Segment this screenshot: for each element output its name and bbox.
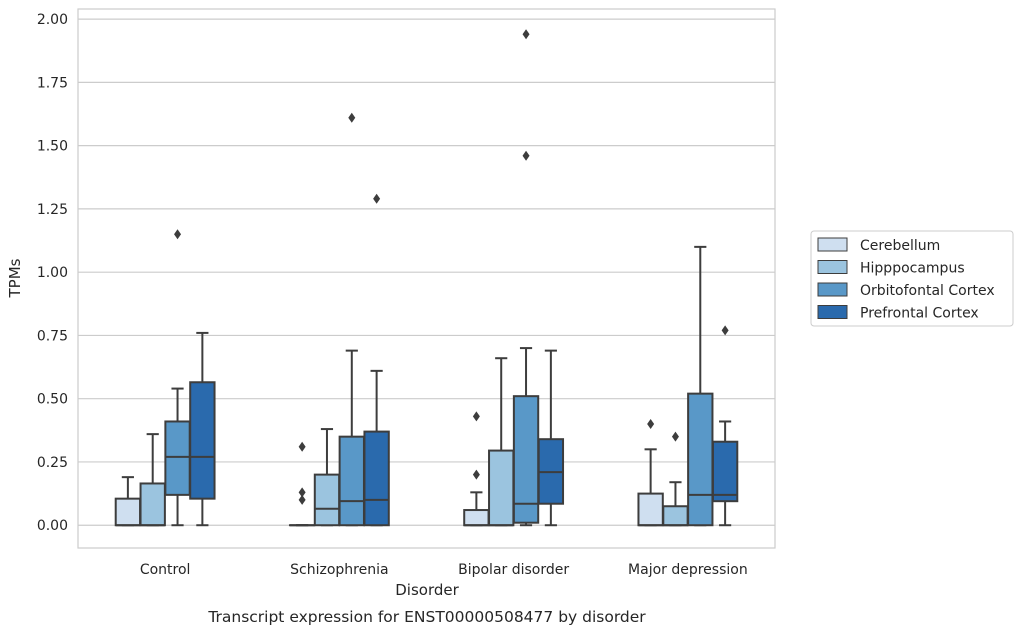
box-group [537, 349, 565, 527]
plot-frame [77, 8, 776, 549]
x-axis-label: Disorder [395, 581, 459, 599]
y-tick-label: 1.75 [37, 75, 68, 91]
legend-swatch [817, 282, 848, 297]
outlier-point [472, 411, 480, 422]
box [711, 440, 739, 503]
box [687, 392, 714, 527]
outlier-point [671, 431, 679, 442]
y-tick-label: 0.25 [37, 455, 68, 471]
y-tick-label: 0.50 [37, 392, 68, 408]
box-group [338, 112, 365, 527]
box-group [488, 357, 515, 527]
legend-frame [810, 230, 1014, 327]
y-tick-label: 1.50 [37, 139, 68, 155]
box-group [139, 433, 166, 527]
outlier-point [373, 193, 381, 204]
outlier-point [298, 441, 306, 452]
box-group [512, 29, 540, 527]
x-tick-label: Control [140, 562, 191, 578]
plot-marks [114, 29, 739, 527]
box-group [313, 428, 341, 527]
outlier-point [298, 487, 306, 498]
outlier-point [647, 419, 655, 430]
outlier-point [298, 494, 306, 505]
box [488, 449, 515, 527]
box-group [189, 331, 216, 527]
y-tick-label: 1.25 [37, 202, 68, 218]
x-tick-label: Bipolar disorder [458, 562, 569, 578]
y-tick-label: 1.00 [37, 265, 68, 281]
y-axis-label: TPMs [6, 258, 24, 298]
outlier-point [522, 150, 530, 161]
x-axis-ticks: Control Schizophrenia Bipolar disorder Majo… [140, 562, 748, 578]
chart-caption: Transcript expression for ENST0000050847… [207, 608, 646, 626]
box-group [463, 411, 490, 527]
x-tick-label: Schizophrenia [290, 562, 388, 578]
box-group [687, 245, 714, 527]
box [512, 395, 540, 524]
legend-label: Cerebellum [860, 238, 940, 254]
box [313, 473, 341, 527]
outlier-point [721, 325, 729, 336]
legend-swatch [817, 305, 848, 319]
box-group [711, 325, 739, 527]
legend: Cerebellum Hipppocampus Orbitofontal Corte… [810, 230, 1014, 327]
outlier-point [522, 29, 530, 40]
outlier-point [472, 469, 480, 480]
legend-label: Orbitofontal Cortex [860, 283, 995, 299]
box [139, 482, 166, 527]
y-tick-label: 0.00 [37, 518, 68, 534]
box [338, 435, 365, 527]
legend-swatch [817, 260, 848, 274]
legend-label: Prefrontal Cortex [860, 306, 979, 322]
y-tick-label: 2.00 [37, 12, 68, 28]
box-group [363, 193, 390, 527]
box-group [114, 476, 142, 527]
box [637, 492, 664, 527]
legend-swatch [817, 237, 848, 252]
legend-label: Hipppocampus [860, 261, 965, 277]
outlier-point [348, 112, 356, 123]
box [463, 509, 490, 527]
box-group [164, 229, 191, 527]
box [114, 497, 142, 527]
box [662, 505, 689, 527]
x-tick-label: Major depression [628, 562, 748, 578]
box [189, 381, 216, 500]
y-axis-ticks: 0.00 0.25 0.50 0.75 1.00 1.25 1.50 1.75 2.00 [37, 12, 68, 534]
box-group [662, 431, 689, 527]
box-group [637, 419, 664, 527]
y-tick-label: 0.75 [37, 328, 68, 344]
box [363, 430, 390, 527]
box-group [288, 441, 316, 527]
outlier-point [174, 229, 182, 240]
box [164, 420, 191, 496]
